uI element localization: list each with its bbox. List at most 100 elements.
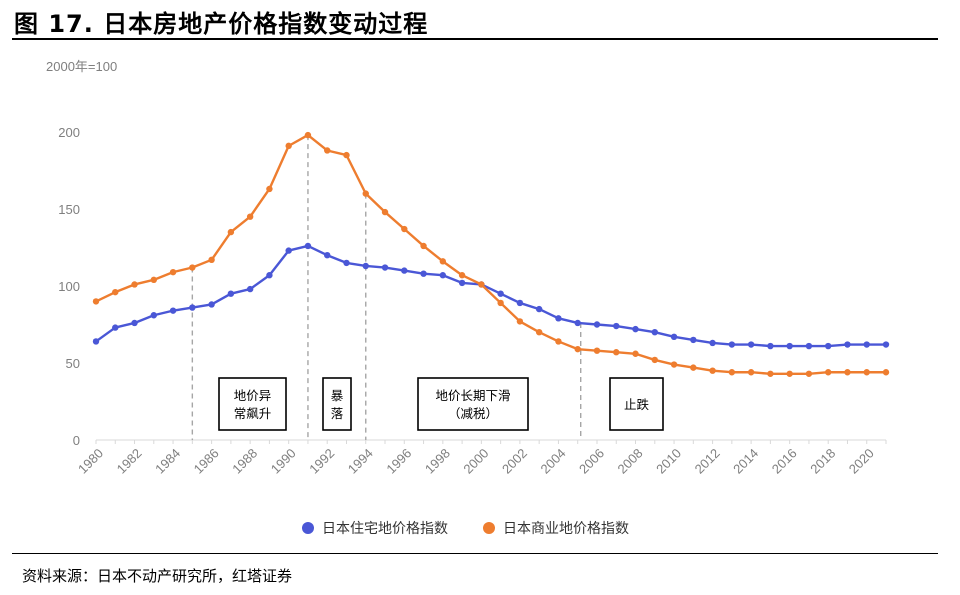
residential-data-point xyxy=(266,272,273,279)
phase-annotation-text: 止跌 xyxy=(624,397,650,412)
x-tick-label: 2000 xyxy=(460,446,491,477)
phase-annotation-box xyxy=(322,377,352,431)
phase-annotation-box xyxy=(417,377,529,431)
residential-data-point xyxy=(131,319,138,327)
residential-data-point xyxy=(882,341,890,348)
residential-data-point xyxy=(150,312,158,319)
x-tick-label: 2004 xyxy=(538,446,569,477)
commercial-data-point xyxy=(420,242,427,250)
residential-data-point xyxy=(632,325,639,333)
residential-data-point xyxy=(555,315,562,322)
residential-data-point xyxy=(651,329,658,336)
commercial-data-point xyxy=(324,147,331,154)
x-tick-label: 1982 xyxy=(114,446,145,477)
commercial-data-point xyxy=(169,268,177,276)
residential-data-point xyxy=(516,299,524,307)
residential-data-point xyxy=(805,342,813,350)
commercial-data-point xyxy=(651,356,658,364)
x-tick-label: 2012 xyxy=(692,446,723,477)
commercial-data-point xyxy=(362,190,369,197)
phase-annotation-text: 落 xyxy=(331,406,344,421)
residential-data-point xyxy=(208,301,215,308)
commercial-data-point xyxy=(381,208,389,216)
phase-annotation-text: 地价长期下滑 xyxy=(435,388,510,403)
commercial-data-point xyxy=(863,369,870,376)
residential-data-point xyxy=(709,339,716,347)
title-rule xyxy=(12,38,938,40)
phase-annotation-text: 暴 xyxy=(331,388,344,403)
commercial-data-point xyxy=(844,369,851,376)
phase-annotation-text: 常飙升 xyxy=(234,406,272,421)
commercial-data-point xyxy=(882,369,890,376)
commercial-data-point xyxy=(497,299,504,307)
commercial-data-point xyxy=(747,369,755,376)
x-tick-label: 1988 xyxy=(229,446,260,477)
residential-data-point xyxy=(574,319,581,327)
residential-data-point xyxy=(304,242,312,250)
commercial-data-point xyxy=(246,213,254,220)
x-tick-label: 2018 xyxy=(807,446,838,477)
commercial-data-point xyxy=(690,364,697,371)
commercial-data-point xyxy=(189,264,196,271)
commercial-data-point xyxy=(613,349,620,356)
commercial-data-point xyxy=(458,272,466,279)
commercial-data-point xyxy=(574,345,581,353)
phase-annotation-box xyxy=(609,377,664,431)
legend-label: 日本商业地价格指数 xyxy=(503,521,629,537)
residential-data-point xyxy=(535,305,543,313)
commercial-data-point xyxy=(439,258,447,265)
residential-data-point xyxy=(112,324,119,331)
residential-data-point xyxy=(690,336,697,344)
residential-data-point xyxy=(670,333,678,341)
residential-data-point xyxy=(227,290,235,297)
x-tick-label: 2006 xyxy=(576,446,607,477)
commercial-data-point xyxy=(343,151,350,159)
commercial-data-point xyxy=(709,367,716,374)
residential-data-point xyxy=(613,322,620,330)
residential-data-point xyxy=(593,321,601,328)
commercial-data-point xyxy=(535,329,543,336)
residential-data-point xyxy=(786,342,793,350)
residential-data-point xyxy=(824,342,832,350)
commercial-data-point xyxy=(516,318,524,325)
commercial-data-point xyxy=(805,370,813,377)
y-tick-label: 150 xyxy=(58,202,80,217)
commercial-data-point xyxy=(786,370,793,377)
figure-title: 图 17. 日本房地产价格指数变动过程 xyxy=(14,10,429,38)
y-tick-label: 50 xyxy=(66,356,80,371)
residential-series-line xyxy=(95,244,886,348)
residential-data-point xyxy=(169,307,177,314)
x-tick-label: 1980 xyxy=(75,446,106,477)
commercial-data-point xyxy=(150,276,158,284)
y-tick-label: 200 xyxy=(58,125,80,140)
residential-data-point xyxy=(497,290,504,297)
residential-data-point xyxy=(863,341,870,348)
x-tick-label: 2008 xyxy=(615,446,646,477)
commercial-data-point xyxy=(285,142,292,150)
commercial-data-point xyxy=(131,281,138,288)
commercial-data-point xyxy=(112,288,119,296)
commercial-data-point xyxy=(478,281,485,288)
residential-data-point xyxy=(844,341,851,348)
residential-data-point xyxy=(324,252,331,259)
x-tick-label: 1994 xyxy=(345,446,376,477)
commercial-data-point xyxy=(555,338,562,345)
commercial-data-point xyxy=(593,347,601,354)
residential-data-point xyxy=(401,267,408,274)
source-rule xyxy=(12,553,938,554)
x-tick-label: 2010 xyxy=(653,446,684,477)
residential-data-point xyxy=(362,262,369,270)
residential-data-point xyxy=(747,341,755,348)
commercial-data-point xyxy=(266,185,273,193)
y-axis-unit-label: 2000年=100 xyxy=(46,59,117,74)
phase-annotation-box xyxy=(218,377,287,431)
legend-marker xyxy=(483,522,495,534)
residential-data-point xyxy=(458,279,466,287)
residential-data-point xyxy=(189,304,196,311)
commercial-data-point xyxy=(824,369,832,376)
x-tick-label: 1996 xyxy=(383,446,414,477)
line-chart: 2000年=100 0 50 100 150 200 1980 1982 1984 1986 198… xyxy=(46,59,890,537)
phase-annotation-text: （减税） xyxy=(448,406,498,421)
residential-data-point xyxy=(92,338,100,345)
residential-data-point xyxy=(420,270,427,277)
